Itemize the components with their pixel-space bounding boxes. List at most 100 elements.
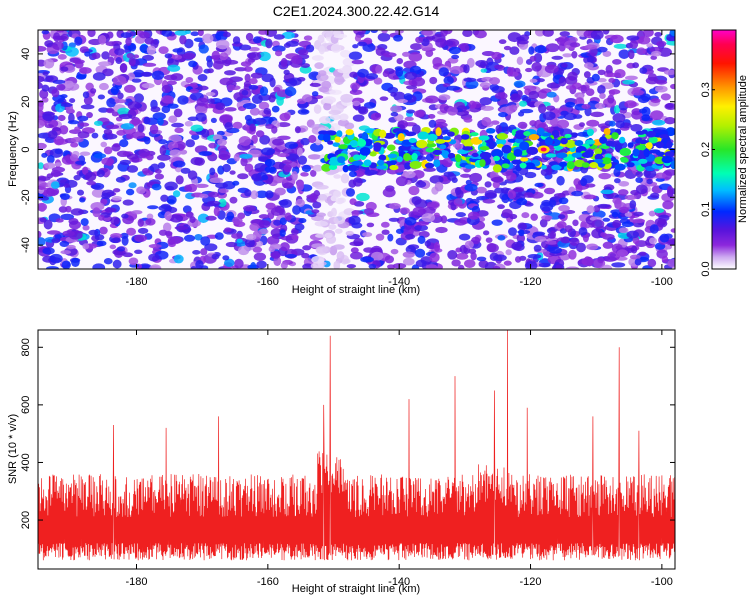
heatmap-cell bbox=[134, 234, 148, 242]
colorbar-tick-label: 0.0 bbox=[700, 261, 712, 276]
heatmap-cell bbox=[82, 166, 89, 176]
heatmap-cell bbox=[389, 160, 397, 165]
heatmap-cell bbox=[611, 262, 626, 268]
heatmap-cell bbox=[222, 255, 230, 261]
heatmap-cell bbox=[424, 240, 431, 247]
colorbar: 0.0 0.1 0.2 0.3 bbox=[700, 29, 737, 277]
heatmap-cell bbox=[189, 216, 196, 224]
heatmap-cell bbox=[564, 225, 573, 233]
heatmap-cell bbox=[38, 142, 47, 150]
top-xtick-label: -140 bbox=[388, 276, 410, 288]
heatmap-cell bbox=[645, 142, 653, 150]
heatmap-cell bbox=[524, 162, 536, 170]
heatmap-cell bbox=[60, 102, 73, 108]
heatmap-cell bbox=[185, 211, 194, 218]
heatmap-cell bbox=[165, 185, 175, 191]
heatmap-cell bbox=[373, 145, 381, 152]
heatmap-cell bbox=[379, 129, 387, 139]
bottom-xtick-label: -180 bbox=[125, 576, 147, 588]
heatmap-cell bbox=[150, 106, 161, 113]
heatmap-cell bbox=[232, 121, 243, 130]
heatmap-cell bbox=[98, 214, 105, 221]
heatmap-cell bbox=[665, 102, 674, 109]
heatmap-cell bbox=[222, 31, 231, 38]
heatmap-cell bbox=[321, 80, 332, 90]
heatmap-cell bbox=[605, 64, 613, 75]
heatmap-cell bbox=[661, 155, 673, 164]
heatmap-cell bbox=[82, 224, 90, 231]
heatmap-cell bbox=[558, 161, 568, 167]
heatmap-cell bbox=[103, 258, 113, 265]
heatmap-cell bbox=[387, 86, 399, 94]
heatmap-cell bbox=[618, 136, 626, 144]
heatmap-cell bbox=[546, 126, 554, 133]
heatmap-cell bbox=[666, 140, 673, 149]
heatmap-cell bbox=[451, 259, 461, 267]
heatmap-cell bbox=[424, 162, 435, 169]
heatmap-cell bbox=[330, 43, 342, 53]
heatmap-cell bbox=[342, 57, 356, 67]
heatmap-cell bbox=[99, 226, 108, 235]
heatmap-cell bbox=[486, 243, 499, 253]
heatmap-cell bbox=[491, 149, 504, 159]
heatmap-cell bbox=[283, 42, 291, 48]
heatmap-cell bbox=[128, 257, 139, 266]
heatmap-cell bbox=[533, 231, 546, 236]
heatmap-cell bbox=[64, 80, 74, 89]
heatmap-cell bbox=[328, 164, 338, 170]
heatmap-cell bbox=[587, 56, 594, 64]
heatmap-cell bbox=[654, 32, 663, 37]
heatmap-cell bbox=[516, 233, 526, 244]
heatmap-cell bbox=[244, 189, 252, 197]
heatmap-cell bbox=[616, 249, 629, 257]
heatmap-cell bbox=[71, 257, 80, 268]
heatmap-cell bbox=[307, 154, 322, 160]
heatmap-cell bbox=[670, 228, 675, 233]
heatmap-cell bbox=[608, 89, 616, 96]
heatmap-cell bbox=[217, 145, 228, 153]
heatmap-cell bbox=[368, 263, 377, 269]
heatmap-cell bbox=[63, 183, 70, 188]
heatmap-cell bbox=[439, 144, 447, 150]
heatmap-cell bbox=[215, 102, 226, 111]
heatmap-cell bbox=[652, 119, 666, 126]
heatmap-cell bbox=[321, 30, 334, 37]
heatmap-cell bbox=[511, 159, 522, 165]
heatmap-cell bbox=[651, 50, 662, 57]
heatmap-cell bbox=[208, 142, 217, 149]
heatmap-cell bbox=[492, 181, 500, 189]
heatmap-cell bbox=[455, 252, 469, 260]
heatmap-cell bbox=[583, 194, 597, 200]
heatmap-cell bbox=[217, 138, 227, 146]
heatmap-cell bbox=[46, 266, 59, 269]
heatmap-cell bbox=[497, 204, 505, 210]
heatmap-cell bbox=[397, 133, 405, 142]
heatmap-cell bbox=[612, 219, 622, 229]
heatmap-cell bbox=[296, 147, 303, 157]
heatmap-cell bbox=[172, 160, 186, 168]
heatmap-cell bbox=[238, 136, 252, 147]
heatmap-cell bbox=[463, 64, 470, 74]
heatmap-cell bbox=[87, 30, 96, 38]
heatmap-cell bbox=[161, 105, 171, 114]
heatmap-cell bbox=[425, 153, 434, 162]
heatmap-cell bbox=[382, 52, 397, 58]
heatmap-cell bbox=[233, 240, 248, 247]
bottom-xtick-label: -160 bbox=[257, 576, 279, 588]
heatmap-cell bbox=[479, 146, 491, 151]
heatmap-cell bbox=[560, 236, 572, 244]
heatmap-cell bbox=[185, 76, 194, 84]
heatmap-cell bbox=[655, 85, 668, 93]
heatmap-cell bbox=[310, 169, 317, 177]
bottom-xtick-label: -100 bbox=[651, 576, 673, 588]
heatmap-cell bbox=[604, 134, 612, 139]
heatmap-cell bbox=[667, 258, 675, 268]
heatmap-cell bbox=[594, 158, 604, 164]
heatmap-cell bbox=[505, 249, 512, 256]
heatmap-cell bbox=[115, 56, 123, 64]
heatmap-cell bbox=[390, 248, 399, 255]
bottom-ytick-label: 200 bbox=[20, 511, 32, 529]
heatmap-cell bbox=[244, 163, 254, 173]
heatmap-cell bbox=[340, 93, 354, 103]
heatmap-cell bbox=[590, 30, 604, 40]
